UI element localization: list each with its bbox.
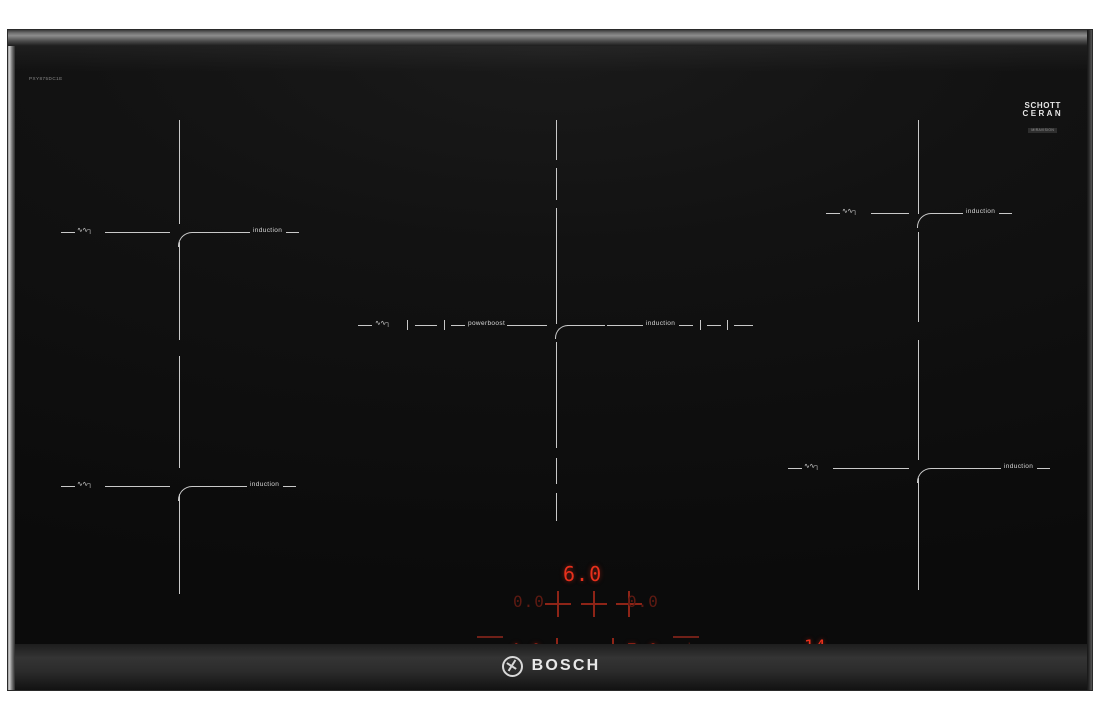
zone-br-dash-left [788, 468, 802, 469]
zone-cl-pipe-1 [407, 320, 408, 330]
zone-tl-line-a [105, 232, 170, 233]
zone-divider-center-f [556, 493, 557, 521]
left-chrome-bezel [8, 30, 15, 690]
zone-cr-dash-1 [679, 325, 693, 326]
zone-br-line-b [931, 468, 1001, 469]
zone-divider-center-a [556, 120, 557, 160]
zone-label-top-right: induction [966, 208, 996, 215]
zone-divider-center-e [556, 458, 557, 484]
zone-divider-left-bottom [179, 494, 180, 594]
zone-cr-corner [555, 325, 569, 339]
zone-tl-dash-left [61, 232, 75, 233]
zone-cr-dash-2 [707, 325, 721, 326]
schott-ceran-logo: SCHOTT CERAN MIRAVISION [1022, 101, 1063, 136]
front-fascia: BOSCH [15, 644, 1087, 690]
flex-zone-icon-top-left: ∿∿┐ [77, 227, 93, 234]
induction-cooktop: PXY875DC1E SCHOTT CERAN MIRAVISION ∿∿┐ i… [8, 30, 1092, 690]
zone-cl-pipe-2 [444, 320, 445, 330]
ceramic-glass-surface: PXY875DC1E SCHOTT CERAN MIRAVISION ∿∿┐ i… [15, 46, 1087, 684]
zone-cr-pipe-1 [700, 320, 701, 330]
zone-br-line-a [833, 468, 909, 469]
top-chrome-bezel [8, 30, 1092, 46]
zone-bl-corner [178, 486, 193, 501]
zone-cl-dash-3 [451, 325, 465, 326]
zone-cl-dash-2 [415, 325, 437, 326]
display-left-value: 0.0 [513, 592, 545, 611]
zone-divider-center-d [556, 342, 557, 448]
zone-tr-corner [917, 213, 932, 228]
zone-br-corner [917, 468, 932, 483]
zone-bl-line-a [105, 486, 170, 487]
zone-tr-line-b [931, 213, 963, 214]
flex-zone-icon-center-left: ∿∿┐ [375, 320, 391, 327]
right-bezel [1087, 30, 1092, 690]
zone-cr-dash-3 [734, 325, 753, 326]
bosch-logo: BOSCH [501, 655, 601, 677]
zone-label-center-left: powerboost [468, 320, 506, 327]
zone-label-bottom-right: induction [1004, 463, 1034, 470]
zone-divider-left-lower [179, 356, 180, 468]
zone-divider-right-bottom [918, 478, 919, 590]
bosch-wordmark: BOSCH [531, 657, 601, 674]
zone-bl-dash-left [61, 486, 75, 487]
control-panel[interactable]: 6.0 0.0 0.0 ☣ 4.0 7.0 ⏱ ∿∿┘ 14 m [15, 46, 1087, 684]
plus-icon-3[interactable] [616, 591, 642, 617]
zone-cl-dash-1 [358, 325, 372, 326]
plus-icon-1[interactable] [545, 591, 571, 617]
zone-label-bottom-left: induction [250, 481, 280, 488]
schott-line: SCHOTT [1024, 101, 1062, 110]
display-right-value: 0.0 [627, 592, 659, 611]
zone-bl-line-b [192, 486, 247, 487]
zone-tr-line-a [871, 213, 909, 214]
plus-icon-2[interactable] [581, 591, 607, 617]
zone-tl-corner [178, 232, 193, 247]
zone-divider-right-mid [918, 232, 919, 322]
flex-zone-icon-bottom-right: ∿∿┐ [804, 463, 820, 470]
zone-br-dash-right [1037, 468, 1050, 469]
zone-tr-dash-left [826, 213, 840, 214]
zone-divider-center-c [556, 208, 557, 324]
zone-divider-right-upper [918, 120, 919, 214]
keep-warm-underline [477, 636, 503, 638]
bosch-emblem-icon [501, 655, 523, 677]
flex-right-underline [673, 636, 699, 638]
miravision-line: MIRAVISION [1028, 127, 1058, 134]
zone-cr-line-b [607, 325, 643, 326]
model-code: PXY875DC1E [29, 76, 63, 81]
zone-divider-center-b [556, 168, 557, 200]
zone-cl-line [507, 325, 547, 326]
zone-label-center-right: induction [646, 320, 676, 327]
zone-divider-left-upper [179, 120, 180, 224]
zone-bl-dash-right [283, 486, 296, 487]
zone-label-top-left: induction [253, 227, 283, 234]
zone-tl-dash-right [286, 232, 299, 233]
zone-tr-dash-right [999, 213, 1012, 214]
zone-divider-left-mid [179, 242, 180, 340]
display-top-value: 6.0 [563, 562, 603, 586]
flex-zone-icon-bottom-left: ∿∿┐ [77, 481, 93, 488]
zone-divider-right-lower [918, 340, 919, 460]
ceran-line: CERAN [1022, 109, 1063, 119]
zone-cr-line-a [567, 325, 605, 326]
zone-cr-pipe-2 [727, 320, 728, 330]
zone-tl-line-b [192, 232, 250, 233]
flex-zone-icon-top-right: ∿∿┐ [842, 208, 858, 215]
